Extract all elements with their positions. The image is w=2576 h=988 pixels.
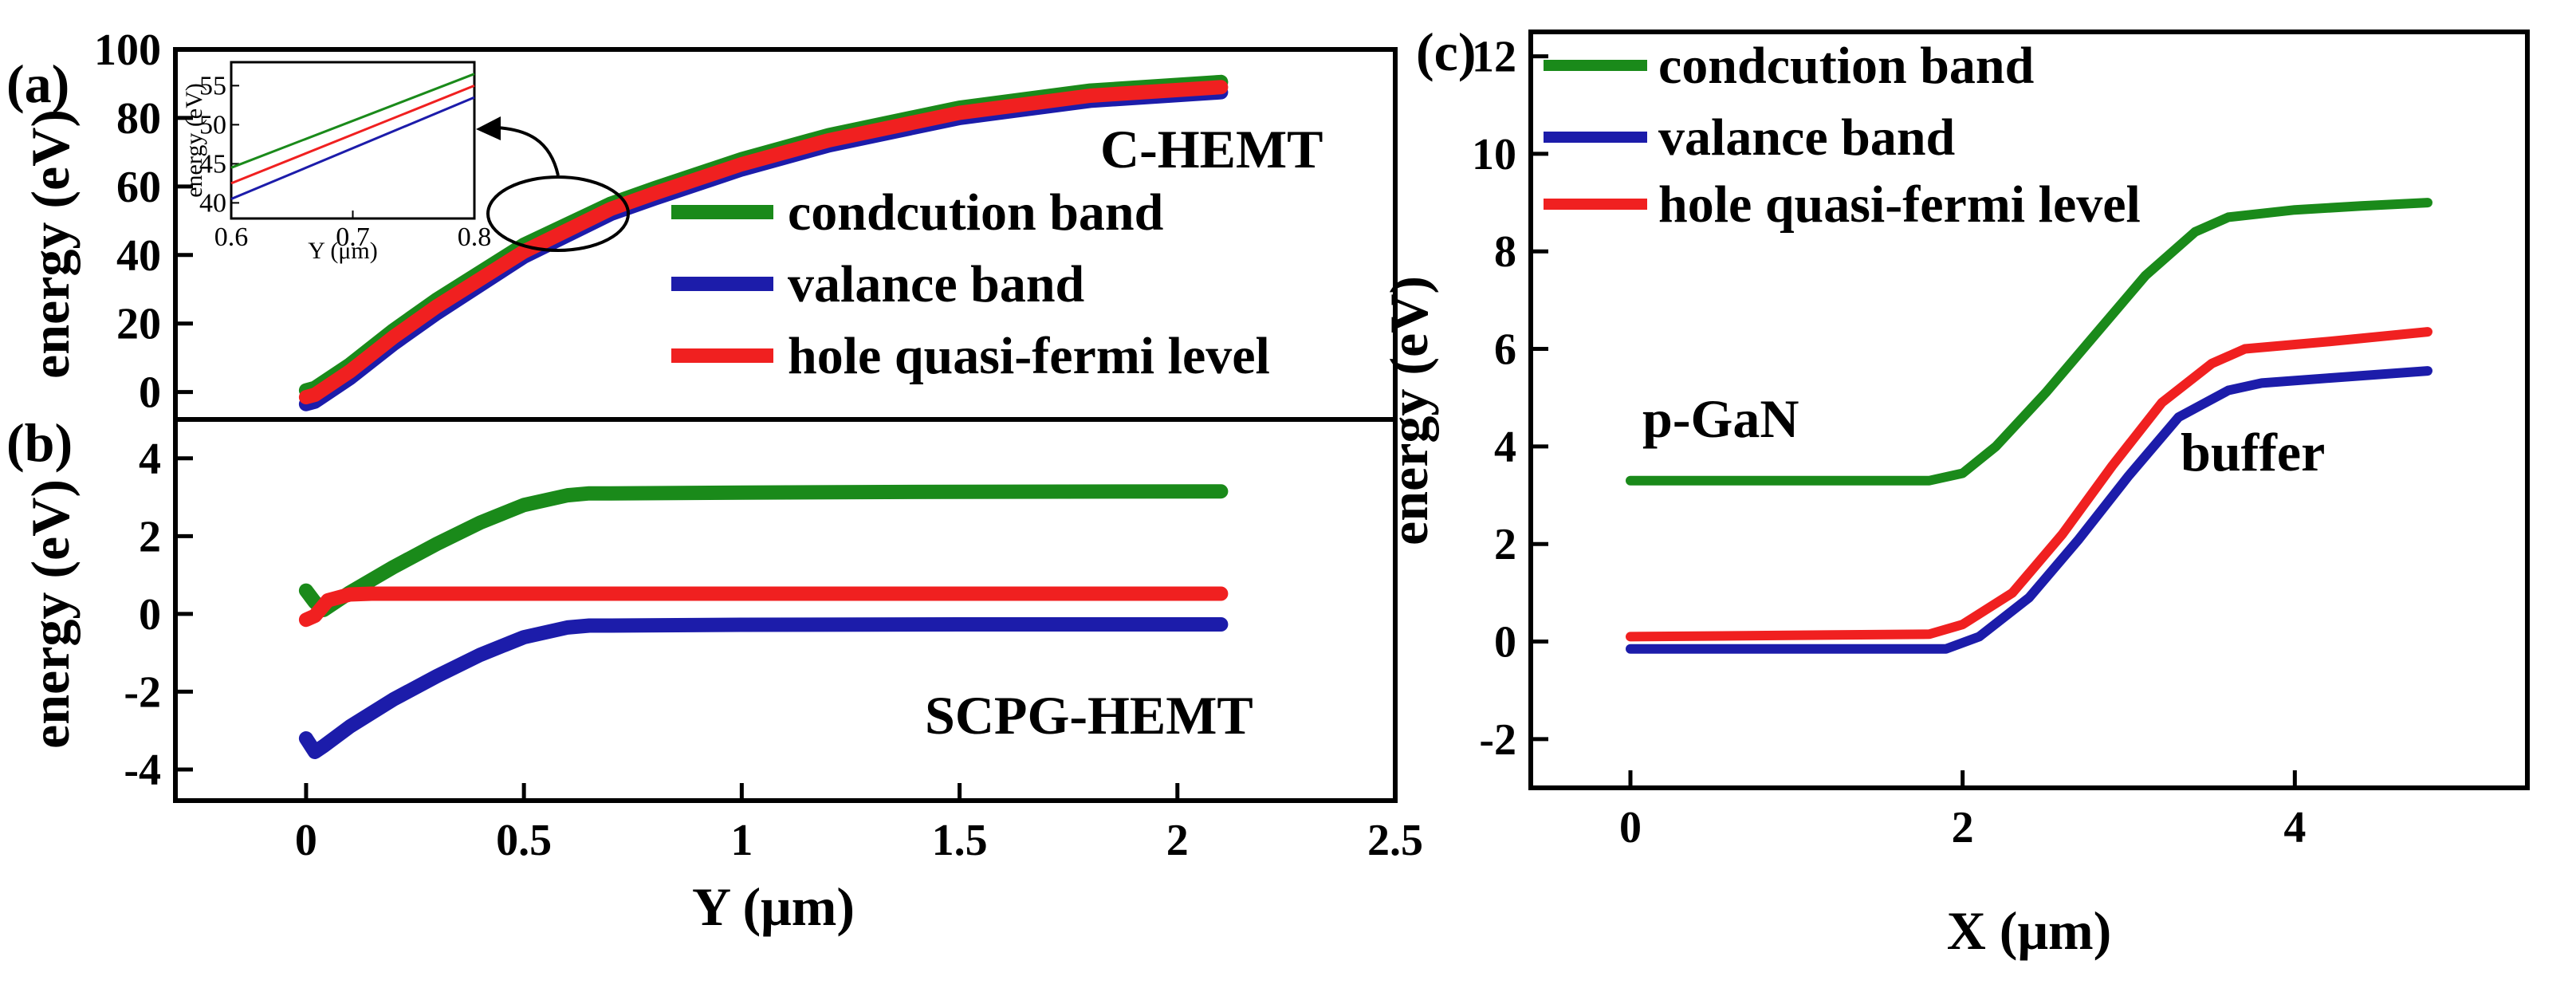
panel-c-y-tick-label: 0	[1494, 618, 1516, 667]
panel-a-y-tick-label: 40	[116, 231, 161, 281]
panel-b-x-tick-label: 0	[295, 816, 317, 865]
inset-chart: 40 45 50 55 0.6 0.7 0.8 Y (μm) energy (eV)	[181, 61, 491, 264]
inset-series	[230, 73, 475, 200]
panel-c-annotation-buffer: buffer	[2181, 422, 2325, 482]
inset-frame	[230, 61, 476, 220]
legend-item-valence-band: valance band	[671, 255, 1084, 313]
panel-c-y-tick-label: 2	[1494, 520, 1516, 569]
panel-c-y-tick-label: 12	[1472, 33, 1516, 82]
panel-b-y-tick-label: 2	[139, 512, 161, 561]
panel-c-y-tick-label: 10	[1472, 130, 1516, 179]
inset-series-condcution-band	[230, 73, 475, 169]
panel-c-x-axis-title: X (μm)	[1947, 900, 2112, 961]
inset-x-tick-label: 0.7	[336, 222, 370, 252]
inset-y-axis-title: energy (eV)	[181, 83, 207, 198]
zoom-region-ellipse	[486, 175, 630, 252]
zoom-arrow-head	[476, 116, 501, 140]
inset-x-axis-title: Y (μm)	[308, 238, 377, 264]
panel-b-y-axis-title: energy (eV)	[20, 479, 81, 749]
legend-item-hole-quasi-fermi-level: hole quasi-fermi level	[671, 327, 1270, 385]
inset-y-tick-label: 50	[199, 110, 226, 140]
panel-a-series	[298, 74, 1229, 411]
panel-c-y-tick-label: 6	[1494, 325, 1516, 375]
panel-c: (c) -2 0 2 4 6 8 10 12 0 2 4 energy (eV) X (μm) p…	[1378, 22, 2530, 961]
panel-b-x-tick-label: 1.5	[932, 816, 988, 865]
inset-x-tick-label: 0.8	[458, 222, 492, 252]
panel-a-y-tick-label: 80	[116, 94, 161, 144]
panel-c-legend: condcution band valance band hole quasi-…	[1544, 37, 2141, 234]
panel-c-series-hole-quasi-fermi-level	[1626, 327, 2432, 642]
panel-b-frame	[173, 417, 1398, 803]
panel-b-y-tick-label: -4	[124, 746, 161, 795]
panel-c-legend-item-hole-quasi-fermi-level: hole quasi-fermi level	[1544, 175, 2141, 234]
inset-series-valance-band	[230, 96, 475, 200]
panel-c-y-tick-label: 8	[1494, 227, 1516, 277]
panel-c-series-condcution-band	[1626, 198, 2432, 486]
panel-b-y-tick-label: 4	[139, 435, 161, 484]
panel-a-y-tick-label: 60	[116, 163, 161, 212]
panel-b-y-tick-label: 0	[139, 590, 161, 640]
panel-a-series-hole-quasi-fermi-level	[298, 80, 1229, 405]
panel-a-y-axis-title: energy (eV)	[20, 109, 81, 379]
panel-c-label: (c)	[1416, 22, 1476, 82]
panel-b-x-axis-title: Y (μm)	[692, 876, 855, 937]
panel-a-y-tick-label: 0	[139, 368, 161, 418]
panel-c-frame	[1528, 30, 2530, 790]
inset-ticks: 40 45 50 55 0.6 0.7 0.8	[199, 71, 491, 252]
panel-b-y-ticks: -4 -2 0 2 4	[124, 435, 193, 795]
inset-series-hole-quasi-fermi-level	[230, 85, 475, 185]
panel-a: (a) 0 20 40 60 80 100 energy (eV) C-HEMT cond…	[6, 26, 1398, 422]
panel-b-series-hole-quasi-fermi-level	[298, 586, 1229, 628]
panel-b-annotation: SCPG-HEMT	[925, 685, 1253, 746]
panel-a-y-tick-label: 20	[116, 300, 161, 349]
panel-b-y-tick-label: -2	[124, 667, 161, 717]
panel-b-x-tick-label: 2.5	[1367, 816, 1423, 865]
legend-label-hole-quasi-fermi-level: hole quasi-fermi level	[788, 327, 1270, 385]
panel-b-series	[298, 484, 1229, 759]
panel-c-x-tick-label: 2	[1952, 803, 1974, 852]
panel-c-x-tick-label: 0	[1619, 803, 1642, 852]
panel-c-legend-item-conduction-band: condcution band	[1544, 37, 2034, 95]
legend-label-conduction-band: condcution band	[788, 183, 1163, 242]
legend-label-valence-band: valance band	[788, 255, 1084, 313]
panel-a-y-ticks: 0 20 40 60 80 100	[94, 26, 193, 418]
panel-b-x-ticks: 0 0.5 1 1.5 2 2.5	[295, 783, 1423, 865]
panel-c-series-valance-band	[1626, 366, 2432, 654]
panel-b-label: (b)	[6, 412, 73, 473]
panel-b-x-tick-label: 2	[1166, 816, 1189, 865]
inset-y-tick-label: 40	[199, 188, 226, 218]
panel-c-legend-label-conduction-band: condcution band	[1658, 37, 2034, 95]
legend-item-conduction-band: condcution band	[671, 183, 1163, 242]
legend: condcution band valance band hole quasi-…	[671, 183, 1270, 385]
panel-c-y-tick-label: 4	[1494, 423, 1516, 472]
panel-c-annotation-p-gan: p-GaN	[1642, 388, 1799, 449]
panel-a-annotation: C-HEMT	[1100, 119, 1323, 179]
panel-a-label: (a)	[6, 53, 69, 114]
inset-x-tick-label: 0.6	[214, 222, 249, 252]
panel-c-x-tick-label: 4	[2283, 803, 2306, 852]
panel-c-legend-label-hole-quasi-fermi-level: hole quasi-fermi level	[1658, 175, 2141, 234]
panel-b-x-tick-label: 0.5	[496, 816, 552, 865]
panel-c-y-tick-label: -2	[1479, 715, 1516, 765]
panel-c-legend-item-valence-band: valance band	[1544, 108, 1955, 167]
inset-y-tick-label: 45	[199, 149, 226, 179]
panel-b-x-tick-label: 1	[730, 816, 753, 865]
panel-c-x-ticks: 0 2 4	[1619, 770, 2306, 852]
panel-b-series-valance-band	[298, 617, 1229, 759]
panel-c-series	[1626, 198, 2432, 654]
panel-c-y-axis-title: energy (eV)	[1378, 276, 1439, 545]
panel-b: (b) -4 -2 0 2 4 0 0.5 1 1.5 2 2.5 energy (eV) Y (…	[6, 412, 1423, 937]
inset-y-tick-label: 55	[199, 71, 226, 100]
zoom-arrow	[495, 126, 560, 176]
panel-c-legend-label-valence-band: valance band	[1658, 108, 1955, 167]
panel-a-y-tick-label: 100	[94, 26, 161, 75]
panel-c-y-ticks: -2 0 2 4 6 8 10 12	[1472, 33, 1548, 765]
